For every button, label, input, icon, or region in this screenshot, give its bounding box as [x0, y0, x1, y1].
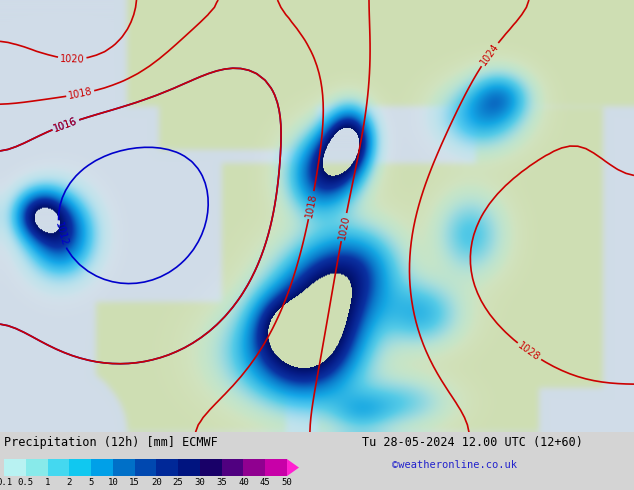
Text: 1028: 1028	[516, 341, 542, 363]
Bar	[178, 459, 200, 476]
Bar	[69, 459, 91, 476]
Text: 1016: 1016	[53, 116, 79, 133]
Bar	[26, 459, 48, 476]
Text: 1016: 1016	[53, 116, 79, 133]
Text: 1024: 1024	[478, 42, 501, 67]
Text: 1: 1	[45, 478, 50, 487]
Text: 1018: 1018	[67, 87, 93, 101]
Text: 1012: 1012	[53, 221, 69, 247]
Bar	[200, 459, 222, 476]
Text: 10: 10	[108, 478, 118, 487]
Text: 0.1: 0.1	[0, 478, 12, 487]
Text: 1018: 1018	[304, 192, 318, 218]
Text: 1020: 1020	[337, 214, 351, 240]
Text: 20: 20	[151, 478, 162, 487]
Text: 30: 30	[195, 478, 205, 487]
Text: Tu 28-05-2024 12.00 UTC (12+60): Tu 28-05-2024 12.00 UTC (12+60)	[362, 436, 583, 449]
Bar	[157, 459, 178, 476]
Polygon shape	[287, 459, 299, 476]
Text: 50: 50	[281, 478, 292, 487]
Text: 1020: 1020	[60, 53, 85, 64]
Bar	[265, 459, 287, 476]
Bar	[134, 459, 157, 476]
Bar	[222, 459, 243, 476]
Text: 35: 35	[216, 478, 227, 487]
Text: 25: 25	[173, 478, 184, 487]
Text: 2: 2	[67, 478, 72, 487]
Text: 45: 45	[260, 478, 271, 487]
Bar	[113, 459, 134, 476]
Bar	[243, 459, 265, 476]
Bar	[4, 459, 26, 476]
Text: 5: 5	[88, 478, 94, 487]
Bar	[48, 459, 69, 476]
Bar	[91, 459, 113, 476]
Text: Precipitation (12h) [mm] ECMWF: Precipitation (12h) [mm] ECMWF	[4, 436, 217, 449]
Text: 0.5: 0.5	[18, 478, 34, 487]
Text: 15: 15	[129, 478, 140, 487]
Text: ©weatheronline.co.uk: ©weatheronline.co.uk	[392, 460, 517, 470]
Text: 40: 40	[238, 478, 249, 487]
